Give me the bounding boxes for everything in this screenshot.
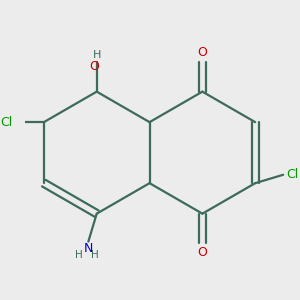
Text: O: O [197, 46, 207, 59]
Text: O: O [197, 246, 207, 259]
Text: Cl: Cl [286, 168, 298, 181]
Text: O: O [89, 61, 99, 74]
Text: H: H [91, 250, 99, 260]
Text: N: N [84, 242, 93, 255]
Text: H: H [92, 50, 101, 60]
Text: H: H [75, 250, 83, 260]
Text: Cl: Cl [0, 116, 12, 129]
